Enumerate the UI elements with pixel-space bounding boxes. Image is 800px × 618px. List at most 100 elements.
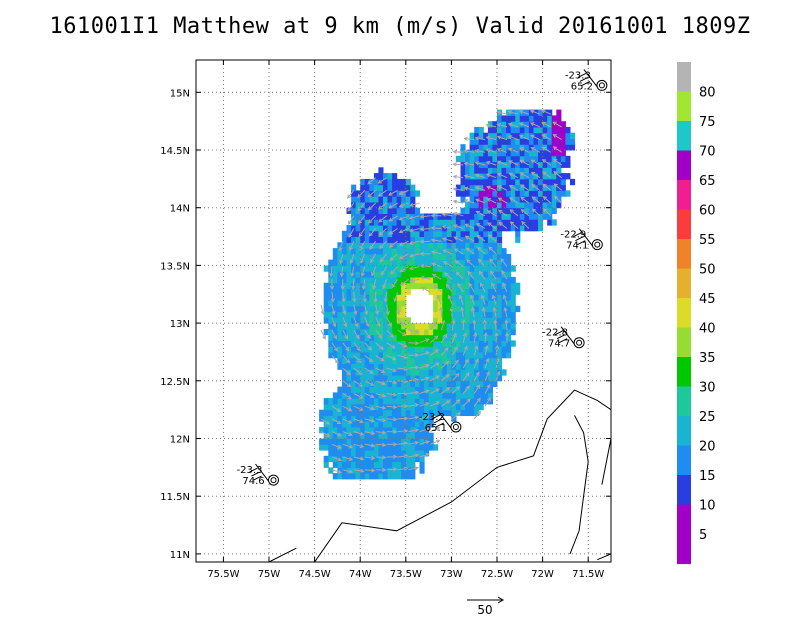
wind-vector-head <box>476 234 481 239</box>
x-tick-label: 72.5W <box>481 569 513 580</box>
wind-speed-cell <box>337 346 343 353</box>
wind-speed-cell <box>460 213 466 220</box>
wind-speed-cell <box>506 225 512 232</box>
wind-vector-head <box>431 274 437 278</box>
wind-vector-head <box>346 194 352 199</box>
wind-speed-cell <box>341 305 347 313</box>
wind-speed-cell <box>428 363 434 370</box>
wind-speed-cell <box>560 150 566 157</box>
wind-speed-cell <box>478 363 484 370</box>
wind-speed-cell <box>364 277 370 284</box>
wind-speed-cell <box>533 201 539 209</box>
wind-speed-cell <box>497 259 503 266</box>
wind-vector <box>487 210 497 217</box>
coastline-segment <box>314 389 611 562</box>
wind-speed-cell <box>556 190 562 197</box>
wind-vector-head <box>320 310 325 316</box>
wind-speed-cell <box>328 427 334 434</box>
wind-vector-head <box>477 258 482 263</box>
wind-speed-cell <box>360 380 366 388</box>
wind-speed-cell <box>538 201 544 209</box>
wind-speed-cell <box>405 380 411 388</box>
wind-speed-cell <box>437 398 443 405</box>
wind-speed-cell <box>360 230 366 238</box>
wind-speed-cell <box>414 323 420 330</box>
wind-vector-head <box>359 246 364 251</box>
wind-speed-cell <box>378 369 384 376</box>
wind-speed-cell <box>378 340 384 347</box>
wind-vector <box>464 187 475 191</box>
wind-speed-cell <box>332 253 338 261</box>
wind-speed-cell <box>332 403 338 411</box>
wind-speed-cell <box>341 253 347 261</box>
wind-speed-cell <box>478 352 484 359</box>
wind-speed-cell <box>446 392 452 399</box>
wind-speed-cell <box>510 126 516 134</box>
wind-speed-cell <box>424 242 430 249</box>
wind-vector-head <box>445 374 450 379</box>
wind-speed-cell <box>538 161 544 168</box>
wind-speed-cell <box>355 363 361 370</box>
wind-speed-cell <box>542 161 548 168</box>
wind-speed-cell <box>424 236 430 243</box>
map-title: 161001I1 Matthew at 9 km (m/s) Valid 201… <box>49 14 751 39</box>
wind-speed-cell <box>570 132 576 139</box>
wind-speed-cell <box>369 288 375 295</box>
wind-vector <box>494 320 497 331</box>
wind-speed-cell <box>524 144 530 151</box>
wind-speed-cell <box>542 178 548 186</box>
wind-speed-cell <box>424 403 430 411</box>
wind-speed-cell <box>428 375 434 382</box>
wind-vector <box>440 320 445 331</box>
wind-speed-cell <box>383 305 389 313</box>
wind-vector <box>420 276 431 280</box>
wind-vector <box>375 431 386 434</box>
wind-speed-cell <box>465 340 471 347</box>
wind-speed-cell <box>538 207 544 214</box>
wind-speed-cell <box>524 115 530 122</box>
wind-vector-head <box>398 255 404 259</box>
wind-speed-cell <box>465 242 471 249</box>
wind-speed-cell <box>364 253 370 261</box>
wind-speed-cell <box>360 323 366 330</box>
colorbar-segment <box>677 62 691 93</box>
wind-speed-cell <box>446 403 452 411</box>
wind-speed-cell <box>469 357 475 364</box>
wind-speed-cell <box>510 282 516 289</box>
wind-vector <box>451 386 460 394</box>
wind-speed-cell <box>319 438 325 445</box>
wind-speed-cell <box>465 253 471 261</box>
wind-speed-cell <box>437 311 443 318</box>
wind-vector <box>342 291 345 302</box>
wind-vector <box>353 291 355 302</box>
wind-speed-cell <box>341 398 347 405</box>
wind-speed-cell <box>547 201 553 209</box>
wind-vector <box>368 215 377 224</box>
wind-speed-cell <box>360 317 366 324</box>
wind-speed-cell <box>455 213 461 220</box>
wind-speed-cell <box>332 444 338 451</box>
wind-speed-cell <box>442 213 448 220</box>
wind-speed-cell <box>410 213 416 220</box>
wind-vector <box>542 159 552 166</box>
wind-speed-cell <box>364 438 370 445</box>
wind-speed-cell <box>383 398 389 405</box>
wind-vector <box>364 456 375 459</box>
wind-speed-cell <box>460 398 466 405</box>
colorbar-label: 50 <box>699 263 716 278</box>
wind-speed-cell <box>506 173 512 180</box>
wind-speed-cell <box>483 271 489 278</box>
wind-speed-cell <box>351 450 357 457</box>
wind-vector <box>501 270 508 280</box>
wind-speed-cell <box>465 328 471 336</box>
wind-speed-cell <box>373 467 379 474</box>
wind-speed-cell <box>542 190 548 197</box>
wind-speed-cell <box>373 277 379 284</box>
wind-speed-cell <box>428 213 434 220</box>
wind-speed-cell <box>396 184 402 191</box>
wind-vector <box>353 380 363 387</box>
wind-vector <box>420 215 431 218</box>
wind-speed-cell <box>383 300 389 307</box>
wind-speed-cell <box>519 144 525 151</box>
wind-speed-cell <box>387 450 393 457</box>
